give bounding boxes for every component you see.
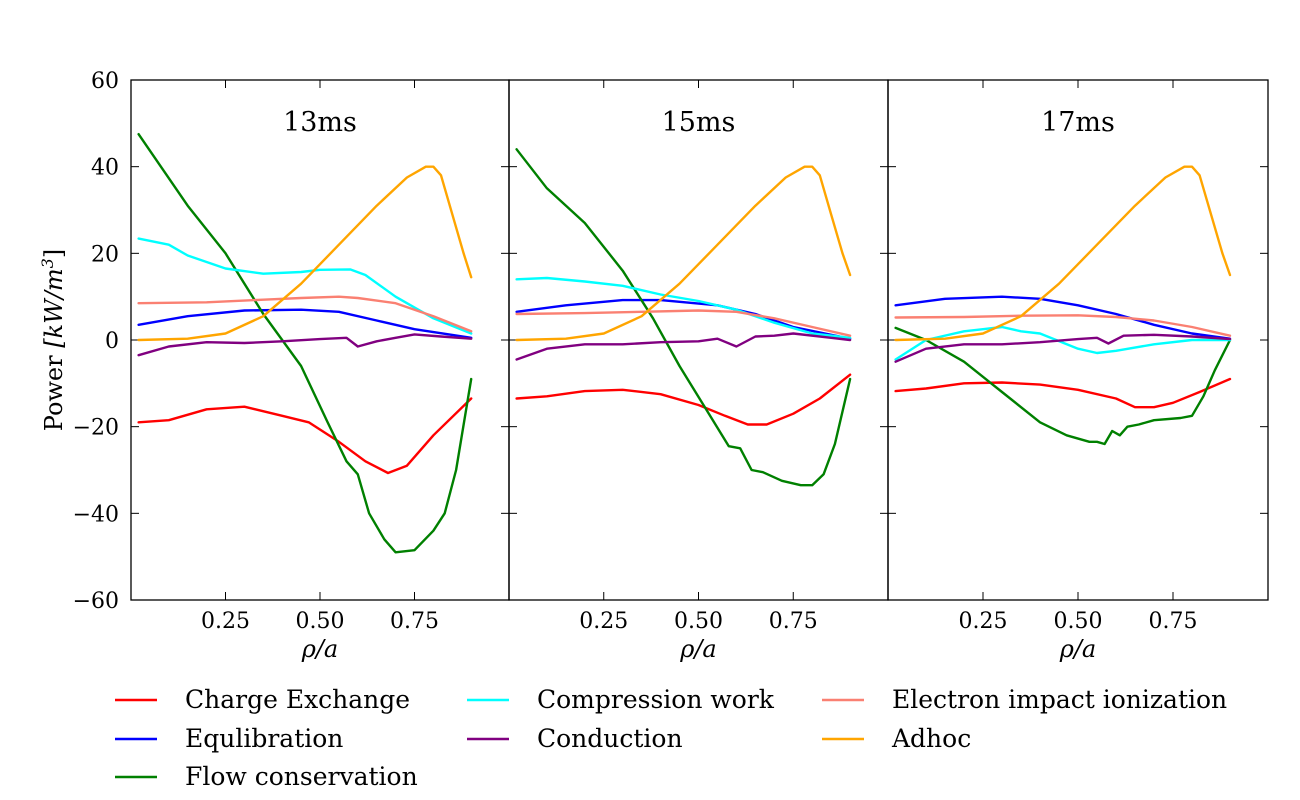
series-line-eq <box>137 308 473 339</box>
y-tick-label: −60 <box>73 589 119 614</box>
y-axis-label: Power [kW/m3] <box>38 249 69 431</box>
panel-title: 15ms <box>662 107 736 138</box>
legend-label-eii: Electron impact ionization <box>892 685 1227 714</box>
series-line-cond <box>894 333 1232 363</box>
series-line-comp <box>894 325 1232 361</box>
legend-label-cond: Conduction <box>537 724 683 753</box>
y-tick-label: 0 <box>105 329 119 354</box>
x-tick-label: 0.75 <box>769 609 818 634</box>
series-line-adhoc <box>137 165 473 342</box>
y-axis-label-text: Power <box>40 348 68 431</box>
panel-title: 13ms <box>283 107 357 138</box>
series-line-comp <box>137 237 473 335</box>
y-axis-label-close: ] <box>40 249 68 258</box>
legend-label-eq: Equlibration <box>185 724 343 753</box>
series-line-cond <box>515 332 852 361</box>
y-tick-label: 40 <box>91 156 119 181</box>
series-line-eii <box>894 314 1232 337</box>
x-tick-label: 0.25 <box>201 609 250 634</box>
legend-label-adhoc: Adhoc <box>891 724 971 753</box>
series-line-flow <box>515 148 852 487</box>
y-tick-label: 60 <box>91 69 119 94</box>
x-tick-label: 0.25 <box>959 609 1008 634</box>
series-line-eii <box>137 295 473 333</box>
series-line-cx <box>137 397 473 475</box>
y-tick-label: −40 <box>73 502 119 527</box>
series-line-cx <box>515 373 852 426</box>
legend-label-comp: Compression work <box>537 685 775 714</box>
x-tick-label: 0.75 <box>1149 609 1198 634</box>
series-line-adhoc <box>894 165 1232 342</box>
x-axis-label: ρ/a <box>679 635 717 663</box>
x-tick-label: 0.50 <box>1054 609 1103 634</box>
series-line-eii <box>515 309 852 337</box>
x-axis-label: ρ/a <box>1059 635 1097 663</box>
legend-label-cx: Charge Exchange <box>185 685 410 714</box>
x-tick-label: 0.50 <box>296 609 345 634</box>
x-tick-label: 0.50 <box>674 609 723 634</box>
x-tick-label: 0.25 <box>579 609 628 634</box>
y-tick-label: 20 <box>91 242 119 267</box>
x-tick-label: 0.75 <box>390 609 439 634</box>
panel-title: 17ms <box>1041 107 1115 138</box>
legend-label-flow: Flow conservation <box>185 762 418 791</box>
series-line-cx <box>894 377 1232 409</box>
series-line-flow <box>894 326 1232 446</box>
series-line-adhoc <box>515 165 852 342</box>
y-axis-label-unit: [kW/m <box>40 268 68 347</box>
series-line-cond <box>137 333 473 357</box>
series-line-eq <box>894 295 1232 340</box>
y-tick-label: −20 <box>73 416 119 441</box>
series-line-comp <box>515 276 852 339</box>
y-axis-label-sup: 3 <box>38 258 57 268</box>
series-line-eq <box>515 298 852 340</box>
x-axis-label: ρ/a <box>301 635 339 663</box>
panel-frame-1 <box>508 79 889 601</box>
series-line-flow <box>137 133 473 554</box>
